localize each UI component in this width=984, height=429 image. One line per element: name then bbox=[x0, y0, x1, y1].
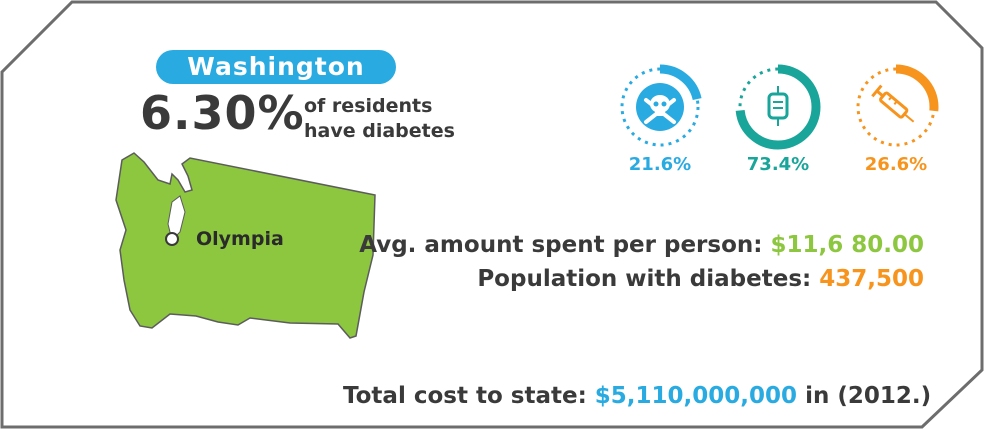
stat-mortality: 21.6% bbox=[610, 62, 710, 175]
total-cost-value: $5,110,000,000 bbox=[595, 383, 797, 409]
population-row: Population with diabetes: 437,500 bbox=[477, 266, 924, 292]
state-name-pill: Washington bbox=[156, 50, 396, 84]
residents-label-line1: of residents bbox=[304, 94, 464, 119]
iv-bag-icon bbox=[769, 86, 787, 126]
avg-spent-value: $11,6 80.00 bbox=[770, 232, 924, 258]
total-cost-in: in bbox=[805, 383, 829, 409]
avg-spent-row: Avg. amount spent per person: $11,6 80.0… bbox=[359, 232, 924, 258]
capital-dot-icon bbox=[165, 232, 179, 246]
residents-label-line2: have diabetes bbox=[304, 119, 464, 144]
avg-spent-label: Avg. amount spent per person: bbox=[359, 232, 762, 258]
total-cost-row: Total cost to state: $5,110,000,000 in (… bbox=[343, 383, 931, 409]
stat-mortality-value: 21.6% bbox=[610, 154, 710, 175]
total-cost-year: (2012.) bbox=[837, 383, 931, 409]
stat-injection-value: 26.6% bbox=[846, 154, 946, 175]
skull-crossbones-icon bbox=[636, 83, 684, 131]
total-cost-label: Total cost to state: bbox=[343, 383, 587, 409]
syringe-icon bbox=[872, 86, 918, 128]
residents-label: of residents have diabetes bbox=[304, 94, 464, 144]
capital-label: Olympia bbox=[196, 228, 284, 250]
stat-injection: 26.6% bbox=[846, 62, 946, 175]
population-label: Population with diabetes: bbox=[477, 266, 811, 292]
diabetes-percentage: 6.30% bbox=[140, 86, 305, 140]
stat-iv-value: 73.4% bbox=[728, 154, 828, 175]
population-value: 437,500 bbox=[819, 266, 924, 292]
stat-iv: 73.4% bbox=[728, 62, 828, 175]
